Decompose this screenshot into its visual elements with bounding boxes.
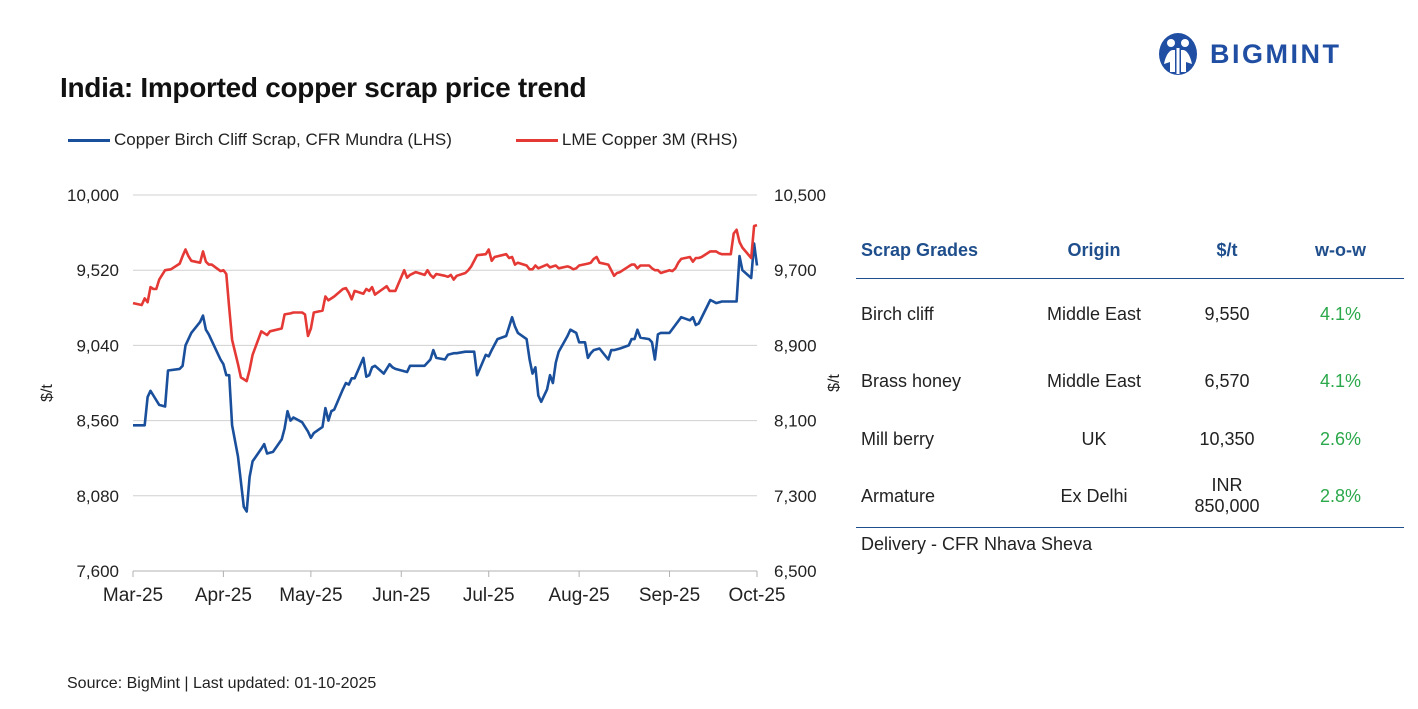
x-tick-label: Jul-25 (463, 585, 515, 606)
legend-label-lme-copper: LME Copper 3M (RHS) (561, 130, 738, 149)
source-note: Source: BigMint | Last updated: 01-10-20… (67, 675, 377, 692)
col-header-grade: Scrap Grades (856, 222, 1011, 279)
table-header-row: Scrap Grades Origin $/t w-o-w (856, 222, 1404, 279)
chart-title: India: Imported copper scrap price trend (60, 72, 587, 103)
legend-item-birch-cliff: Copper Birch Cliff Scrap, CFR Mundra (LH… (68, 130, 452, 150)
cell-origin: Middle East (1046, 304, 1142, 324)
y-right-tick-label: 7,300 (774, 487, 817, 506)
cell-origin: UK (1081, 428, 1107, 449)
cell-price: 10,350 (1199, 428, 1255, 449)
y-right-tick-label: 8,100 (774, 412, 817, 431)
delivery-note: Delivery - CFR Nhava Sheva (861, 534, 1093, 554)
legend-swatch-birch-cliff (68, 138, 110, 142)
cell-grade: Brass honey (861, 371, 962, 391)
x-tick-label: Apr-25 (195, 585, 252, 606)
cell-price: 6,570 (1204, 371, 1250, 391)
y-right-axis-title: $/t (826, 374, 840, 392)
series-line-birch-cliff (133, 242, 759, 513)
y-left-tick-label: 10,000 (67, 186, 119, 205)
y-right-tick-label: 8,900 (774, 336, 817, 355)
x-tick-label: Mar-25 (103, 585, 163, 606)
x-tick-label: Jun-25 (372, 585, 430, 606)
scrap-price-table: Scrap Grades Origin $/t w-o-w Birch clif… (856, 222, 1404, 528)
cell-wow: 2.8% (1277, 465, 1404, 528)
table-row: Brass honey Middle East 6,570 4.1% (856, 350, 1404, 413)
table-row: Birch cliff Middle East 9,550 4.1% (856, 279, 1404, 351)
y-left-tick-label: 8,560 (76, 412, 119, 431)
col-header-wow: w-o-w (1277, 222, 1404, 279)
table-row: Mill berry UK 10,350 2.6% (856, 413, 1404, 465)
bigmint-logo-text: BIGMINT (1210, 38, 1342, 69)
cell-origin: Ex Delhi (1011, 465, 1177, 528)
legend-swatch-lme-copper (515, 138, 558, 142)
y-left-tick-label: 9,520 (76, 261, 119, 280)
cell-grade: Armature (856, 465, 1011, 528)
col-header-origin: Origin (1011, 222, 1177, 279)
y-left-axis-title: $/t (39, 384, 56, 402)
cell-grade: Mill berry (861, 428, 935, 449)
x-tick-label: Oct-25 (728, 585, 785, 606)
y-right-tick-label: 9,700 (774, 261, 817, 280)
table-row: Armature Ex Delhi INR 850,000 2.8% (856, 465, 1404, 528)
x-tick-label: Sep-25 (639, 585, 700, 606)
x-tick-label: Aug-25 (548, 585, 609, 606)
line-chart: 7,600 6,500 8,080 7,300 8,560 8,100 9,040 8,900… (39, 186, 840, 606)
y-right-tick-label: 6,500 (774, 562, 817, 581)
cell-wow: 4.1% (1319, 371, 1362, 391)
chart-legend: Copper Birch Cliff Scrap, CFR Mundra (LH… (68, 130, 802, 150)
y-left-tick-label: 7,600 (76, 562, 119, 581)
cell-wow: 4.1% (1319, 304, 1362, 324)
cell-price: 9,550 (1204, 304, 1250, 324)
x-tick-label: May-25 (279, 585, 342, 606)
cell-wow: 2.6% (1319, 428, 1362, 449)
bigmint-logo: BIGMINT (1158, 32, 1342, 76)
series-line-lme-copper (132, 223, 758, 383)
cell-grade: Birch cliff (861, 304, 934, 324)
y-right-tick-label: 10,500 (774, 186, 826, 205)
cell-origin: Middle East (1046, 371, 1142, 391)
y-left-tick-label: 9,040 (76, 336, 119, 355)
y-left-tick-label: 8,080 (76, 487, 119, 506)
legend-label-birch-cliff: Copper Birch Cliff Scrap, CFR Mundra (LH… (114, 130, 452, 149)
bigmint-logo-icon (1159, 33, 1197, 75)
cell-price: INR 850,000 (1177, 465, 1277, 528)
col-header-price: $/t (1177, 222, 1277, 279)
legend-item-lme-copper: LME Copper 3M (RHS) (515, 130, 738, 150)
